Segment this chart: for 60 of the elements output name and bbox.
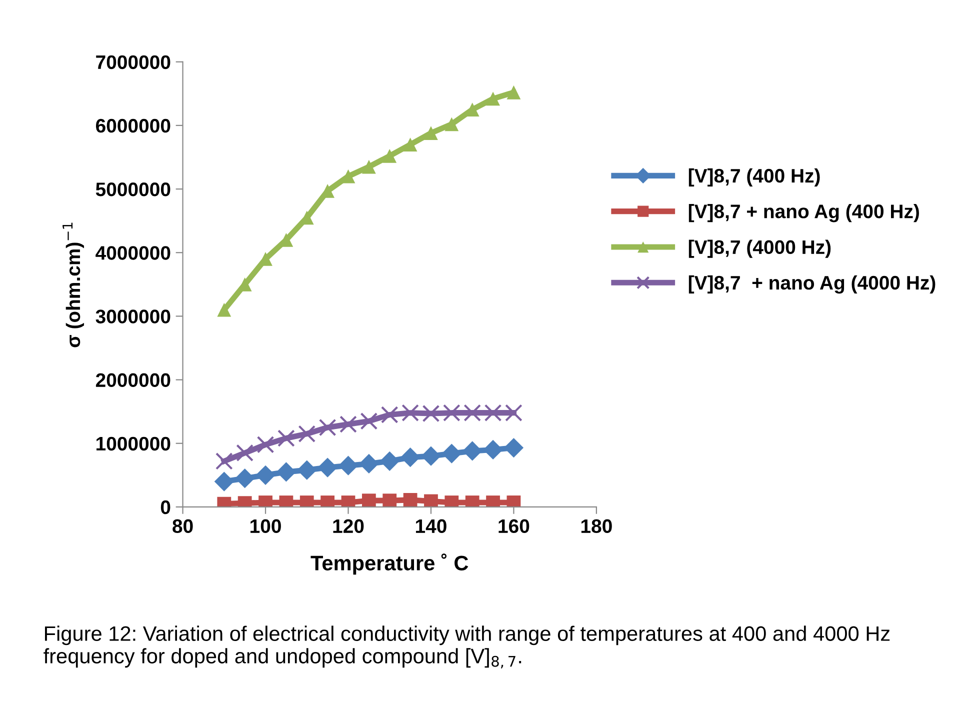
point [215, 452, 233, 470]
y-tick-label: 4000000 [96, 246, 170, 260]
y-tick-label: 5000000 [96, 182, 170, 196]
point [338, 456, 358, 476]
point [341, 169, 356, 184]
x-tick-label: 140 [416, 519, 446, 534]
legend-label: [V]8,7 + nano Ag (400 Hz) [688, 204, 919, 222]
point [278, 430, 295, 447]
point [484, 404, 502, 422]
point [362, 160, 376, 174]
point [403, 138, 418, 152]
point [442, 444, 462, 464]
point [444, 117, 459, 132]
point [360, 412, 378, 430]
point [236, 444, 254, 462]
point [505, 404, 522, 422]
x-tick-label: 80 [172, 519, 193, 534]
point [380, 451, 400, 471]
y-tick-label: 2000000 [96, 373, 170, 388]
point [486, 92, 500, 106]
y-tick-label: 6000000 [96, 118, 170, 133]
point [318, 458, 338, 478]
x-tick-label: 100 [250, 519, 281, 534]
point [256, 465, 276, 485]
legend-label: [V]8,7 (4000 Hz) [688, 240, 831, 258]
point [464, 404, 482, 422]
y-axis-title: σ (ohm.cm)$^{−1}$ [62, 222, 84, 348]
point [256, 436, 274, 454]
point [504, 438, 524, 458]
point [362, 494, 376, 507]
point [318, 418, 336, 436]
point [297, 460, 317, 480]
point [359, 454, 379, 474]
point [235, 468, 255, 488]
point [380, 406, 398, 424]
y-tick-label: 3000000 [96, 310, 170, 324]
point [403, 493, 418, 507]
point [506, 85, 521, 100]
point [422, 404, 440, 422]
legend-label: [V]8,7 (400 Hz) [688, 168, 820, 187]
x-tick-label: 160 [498, 519, 530, 534]
point [214, 472, 234, 492]
point [442, 404, 460, 422]
point [217, 302, 232, 317]
y-tick-label: 0 [160, 500, 170, 514]
point [298, 425, 316, 443]
point [424, 126, 438, 140]
y-tick-label: 7000000 [96, 55, 170, 70]
legend-label: [V]8,7 + nano Ag (4000 Hz) [688, 275, 936, 294]
point [340, 416, 357, 433]
caption: Figure 12: Variation of electrical conductivity with range of temperatures at 400 and 4000 Hz frequency for doped and undoped compound [V]$_{8,7}$. [44, 626, 890, 668]
x-tick-label: 180 [581, 519, 612, 534]
x-tick-label: 120 [333, 519, 364, 534]
point [382, 149, 397, 163]
point [402, 404, 419, 422]
point [421, 446, 441, 466]
x-axis-title: Temperature ˚ C [310, 554, 468, 575]
y-tick-label: 1000000 [96, 436, 170, 451]
point [424, 494, 438, 507]
point [382, 494, 397, 507]
